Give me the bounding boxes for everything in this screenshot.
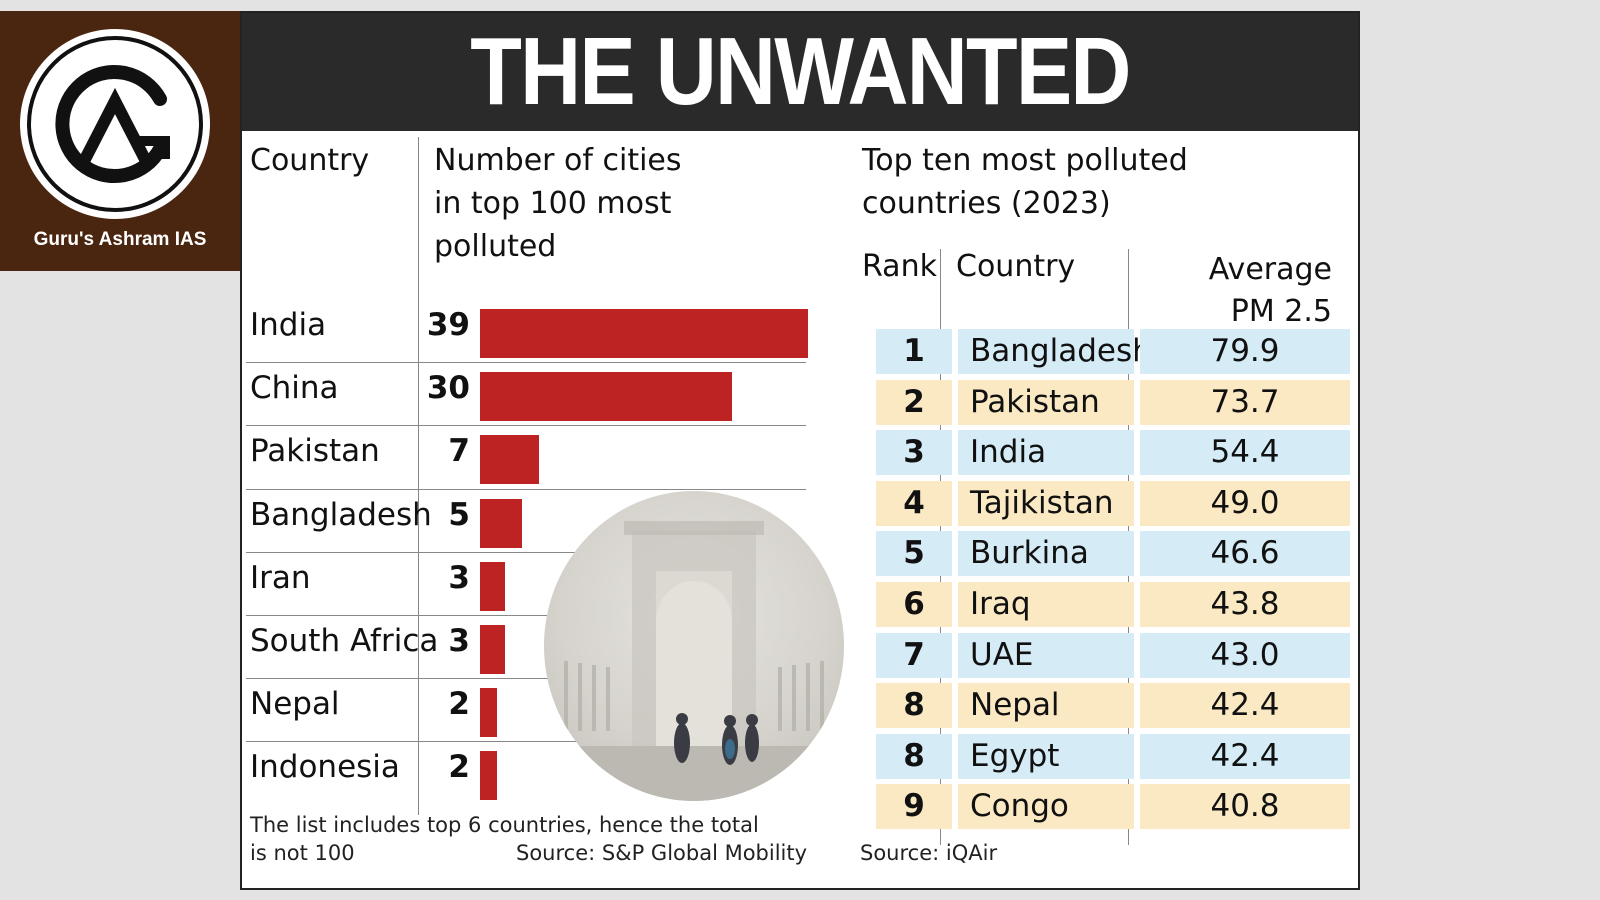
bar-label: Bangladesh: [250, 496, 432, 533]
bar-label: India: [250, 307, 327, 343]
value-header-line: polluted: [434, 229, 557, 264]
table-cell-rank: 7: [876, 632, 952, 678]
india-gate-smog-photo: [544, 491, 844, 801]
table-cell-country: UAE: [958, 632, 1134, 678]
table-cell-rank: 9: [876, 784, 952, 830]
bar-value-label: 2: [448, 686, 470, 723]
bar: [480, 309, 808, 358]
bar: [480, 751, 497, 801]
bar-chart-source: Source: S&P Global Mobility: [516, 841, 808, 865]
table-cell-country: Congo: [958, 784, 1134, 830]
bar: [480, 561, 506, 611]
table-cell-rank: 5: [876, 531, 952, 577]
table-cell-rank: 2: [876, 379, 952, 425]
bar-label: Indonesia: [250, 749, 400, 786]
logo-emblem: [20, 29, 210, 219]
table-cell-pm: 54.4: [1140, 430, 1350, 476]
table-cell-pm: 49.0: [1140, 480, 1350, 526]
table-row: 8 Nepal 42.4: [876, 683, 1350, 729]
table-cell-country: India: [958, 430, 1134, 476]
bar-label: Nepal: [250, 686, 340, 723]
bar-value-label: 2: [448, 749, 470, 786]
bar-chart-divider: [418, 137, 419, 815]
title-banner: THE UNWANTED CROWN: [242, 13, 1358, 131]
table-cell-rank: 4: [876, 480, 952, 526]
table-title: Top ten most polluted countries (2023): [862, 139, 1188, 225]
table-cell-rank: 8: [876, 683, 952, 729]
table-cell-pm: 43.8: [1140, 582, 1350, 627]
table-cell-country: Tajikistan: [958, 480, 1134, 526]
bar: [480, 625, 506, 674]
bar-label: Iran: [250, 559, 311, 596]
bar-row-divider: [246, 488, 806, 490]
table-row: 6 Iraq 43.8: [876, 582, 1350, 627]
table-cell-pm: 42.4: [1140, 683, 1350, 729]
bar-value-label: 3: [448, 559, 470, 596]
infographic-panel: THE UNWANTED CROWN Country Number of cit…: [240, 11, 1360, 890]
table-cell-rank: 6: [876, 582, 952, 627]
table-cell-country: Iraq: [958, 582, 1134, 627]
bar-value-label: 3: [448, 623, 470, 659]
table-rank-header: Rank: [862, 249, 937, 284]
bar-row-divider: [246, 615, 806, 616]
bar-value-label: 7: [448, 433, 470, 470]
table-source: Source: iQAir: [860, 841, 998, 865]
table-cell-rank: 1: [876, 329, 952, 374]
table-cell-country: Bangladesh: [958, 329, 1152, 374]
table-cell-country: Nepal: [958, 683, 1134, 729]
table-row: 1 Bangladesh 79.9: [876, 329, 1350, 374]
bar: [480, 498, 523, 548]
bar-row-divider: [246, 678, 806, 680]
bar-chart-country-header: Country: [250, 143, 370, 178]
table-cell-pm: 43.0: [1140, 632, 1350, 678]
table-cell-pm: 79.9: [1140, 329, 1350, 374]
bar-chart-footnote-line-1: The list includes top 6 countries, hence…: [250, 813, 759, 837]
table-cell-rank: 8: [876, 733, 952, 779]
table-row: 8 Egypt 42.4: [876, 733, 1350, 779]
table-title-line: countries (2023): [862, 186, 1111, 221]
table-row: 4 Tajikistan 49.0: [876, 480, 1350, 526]
bar-row-divider: [246, 425, 806, 427]
table-cell-pm: 73.7: [1140, 379, 1350, 425]
brand-logo-panel: Guru's Ashram IAS: [0, 11, 240, 271]
bar-label: Pakistan: [250, 433, 380, 470]
value-header-line: in top 100 most: [434, 186, 672, 221]
table-cell-pm: 40.8: [1140, 784, 1350, 830]
table-row: 3 India 54.4: [876, 430, 1350, 476]
value-header-line: Number of cities: [434, 143, 682, 178]
bar-row-divider: [246, 362, 806, 364]
table-cell-rank: 3: [876, 430, 952, 476]
bar: [480, 372, 733, 422]
ga-monogram-icon: [27, 36, 203, 212]
bar-label: South Africa: [250, 623, 439, 659]
table-value-header-line: Average: [1208, 252, 1332, 287]
table-cell-pm: 42.4: [1140, 733, 1350, 779]
table-row: 7 UAE 43.0: [876, 632, 1350, 678]
table-country-header: Country: [956, 249, 1076, 284]
table-cell-pm: 46.6: [1140, 531, 1350, 577]
bar-value-label: 39: [426, 307, 470, 343]
table-title-line: Top ten most polluted: [862, 143, 1188, 178]
bar-value-label: 30: [426, 370, 470, 407]
table-cell-country: Egypt: [958, 733, 1134, 779]
bar-chart-footnote-line-2: is not 100: [250, 841, 355, 865]
table-cell-country: Burkina Faso: [958, 531, 1134, 616]
infographic-title: THE UNWANTED CROWN: [470, 18, 1131, 125]
bar-row-divider: [246, 551, 806, 553]
table-row: 9 Congo 40.8: [876, 784, 1350, 830]
bar-row-divider: [246, 741, 806, 743]
table-row: 2 Pakistan 73.7: [876, 379, 1350, 425]
bar: [480, 435, 539, 485]
table-cell-country: Pakistan: [958, 379, 1134, 425]
bar-label: China: [250, 370, 339, 407]
logo-text: Guru's Ashram IAS: [33, 229, 207, 250]
smog-monument-image: [544, 521, 844, 801]
bar-value-label: 5: [448, 496, 470, 533]
bar-chart-value-header: Number of cities in top 100 most pollute…: [434, 139, 682, 268]
bar: [480, 688, 497, 738]
